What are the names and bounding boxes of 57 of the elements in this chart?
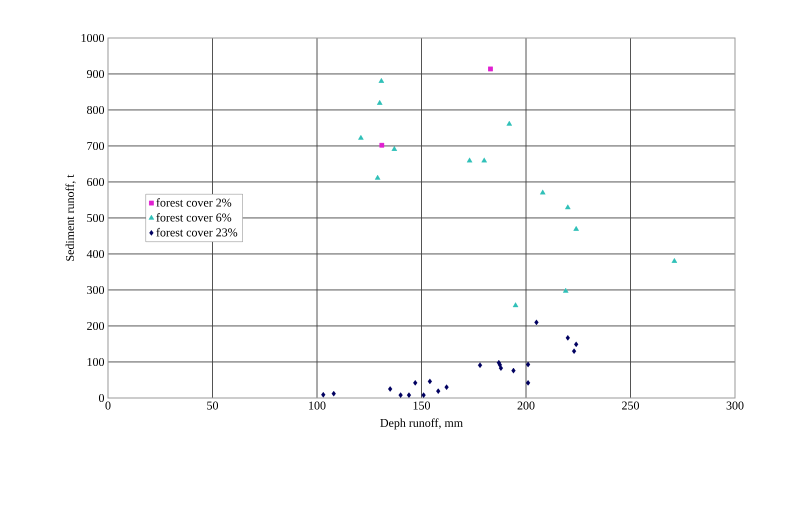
point — [672, 258, 678, 263]
x-tick-label: 150 — [414, 402, 430, 410]
y-tick-label: 100 — [88, 358, 104, 366]
point — [573, 226, 579, 231]
legend-label: forest cover 2% — [156, 198, 232, 207]
point — [428, 378, 432, 384]
y-tick-label: 200 — [87, 322, 104, 330]
point — [481, 158, 487, 162]
point — [436, 388, 440, 394]
y-tick-label: 1000 — [82, 34, 104, 42]
point — [374, 174, 380, 180]
point — [379, 142, 384, 148]
point — [421, 392, 426, 398]
point — [526, 380, 530, 386]
point — [444, 384, 449, 390]
x-axis-title: Deph runoff, mm — [380, 418, 463, 430]
point — [512, 302, 518, 308]
y-tick-label: 900 — [86, 70, 104, 78]
point — [478, 362, 482, 368]
legend-label: forest cover 23% — [156, 228, 238, 236]
point — [566, 335, 570, 341]
point — [498, 365, 504, 371]
legend-label: forest cover 6% — [156, 213, 232, 222]
point — [406, 392, 412, 398]
point — [466, 158, 472, 162]
y-tick-label: 800 — [87, 106, 104, 114]
point — [392, 146, 398, 151]
y-tick-label: 700 — [87, 142, 104, 150]
point — [574, 342, 578, 348]
point — [488, 66, 493, 72]
point — [506, 120, 512, 126]
point — [562, 288, 569, 293]
y-tick-label: 0 — [98, 394, 104, 402]
point — [398, 392, 403, 398]
point — [388, 386, 392, 392]
y-tick-label: 600 — [87, 178, 104, 186]
x-tick-label: 0 — [105, 402, 111, 410]
x-tick-label: 100 — [309, 402, 326, 410]
y-tick-label: 300 — [87, 286, 104, 294]
x-tick-label: 300 — [726, 402, 744, 410]
point — [526, 362, 530, 368]
point — [540, 190, 546, 194]
point — [376, 100, 382, 105]
point — [378, 78, 384, 83]
point — [358, 134, 364, 140]
x-tick-label: 50 — [207, 402, 218, 410]
y-tick-label: 400 — [86, 250, 104, 258]
y-tick-label: 500 — [87, 214, 104, 222]
point — [413, 380, 418, 386]
point — [332, 390, 336, 396]
point — [565, 204, 571, 210]
x-tick-label: 250 — [622, 402, 640, 410]
y-axis-title: Sediment runoff, t — [65, 174, 76, 261]
x-tick-label: 200 — [518, 402, 535, 410]
point — [572, 348, 576, 354]
point — [534, 320, 539, 326]
point — [511, 368, 516, 374]
